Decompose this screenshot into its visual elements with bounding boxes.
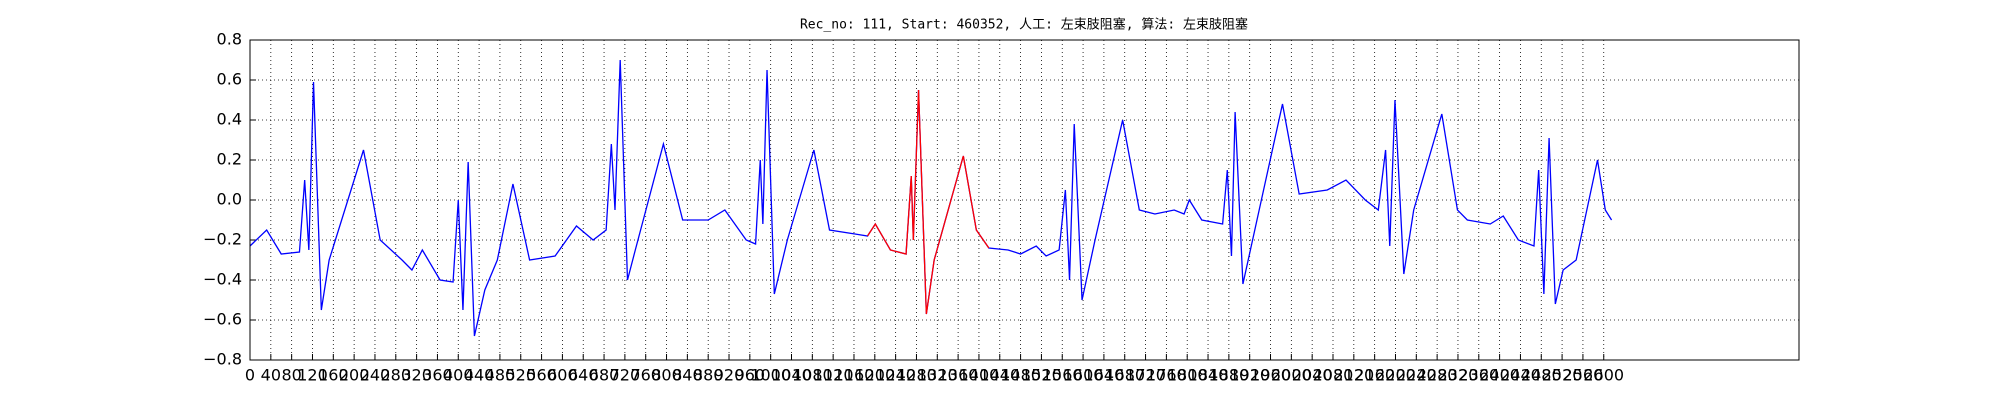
x-tick-label: 1640 xyxy=(1084,366,1125,385)
x-tick-label: 1240 xyxy=(875,366,916,385)
x-tick-label: 1880 xyxy=(1209,366,1250,385)
x-tick-label: 2600 xyxy=(1583,366,1624,385)
x-tick-label: 1480 xyxy=(1000,366,1041,385)
series-line xyxy=(866,89,990,315)
x-tick-label: 80 xyxy=(281,366,301,385)
x-tick-label: 40 xyxy=(261,366,281,385)
x-tick-label: 280 xyxy=(381,366,412,385)
x-tick-label: 1200 xyxy=(854,366,895,385)
x-tick-label: 1920 xyxy=(1229,366,1270,385)
y-tick-label: −0.8 xyxy=(203,350,242,369)
x-tick-label: 640 xyxy=(568,366,599,385)
chart-title: Rec_no: 111, Start: 460352, 人工: 左束肢阻塞, 算… xyxy=(800,17,1248,33)
x-tick-label: 1120 xyxy=(813,366,854,385)
x-tick-label: 960 xyxy=(735,366,766,385)
x-tick-label: 2520 xyxy=(1542,366,1583,385)
y-tick-label: −0.2 xyxy=(203,230,242,249)
x-tick-label: 1800 xyxy=(1167,366,1208,385)
x-tick-label: 2240 xyxy=(1396,366,1437,385)
x-tick-label: 2040 xyxy=(1292,366,1333,385)
x-tick-label: 1960 xyxy=(1250,366,1291,385)
x-tick-label: 2320 xyxy=(1438,366,1479,385)
y-tick-label: 0.8 xyxy=(217,30,242,49)
x-tick-label: 480 xyxy=(485,366,516,385)
x-tick-label: 1280 xyxy=(896,366,937,385)
x-tick-label: 240 xyxy=(360,366,391,385)
x-tick-label: 2120 xyxy=(1333,366,1374,385)
x-tick-label: 400 xyxy=(443,366,474,385)
x-tick-label: 2200 xyxy=(1375,366,1416,385)
x-tick-label: 1320 xyxy=(917,366,958,385)
x-tick-label: 1080 xyxy=(792,366,833,385)
x-tick-label: 2480 xyxy=(1521,366,1562,385)
x-tick-label: 2160 xyxy=(1354,366,1395,385)
x-tick-label: 1560 xyxy=(1042,366,1083,385)
x-tick-label: 560 xyxy=(526,366,557,385)
x-tick-label: 360 xyxy=(422,366,453,385)
x-tick-label: 720 xyxy=(610,366,641,385)
x-tick-label: 1680 xyxy=(1104,366,1145,385)
x-tick-label: 160 xyxy=(318,366,349,385)
x-tick-label: 1520 xyxy=(1021,366,1062,385)
x-tick-label: 600 xyxy=(547,366,578,385)
x-tick-label: 2560 xyxy=(1563,366,1604,385)
x-tick-label: 1440 xyxy=(979,366,1020,385)
x-tick-label: 760 xyxy=(630,366,661,385)
x-tick-label: 2400 xyxy=(1479,366,1520,385)
x-tick-label: 1040 xyxy=(771,366,812,385)
x-tick-label: 1760 xyxy=(1146,366,1187,385)
y-tick-label: −0.6 xyxy=(203,310,242,329)
x-tick-label: 2360 xyxy=(1458,366,1499,385)
series-line xyxy=(249,59,1613,337)
x-tick-label: 200 xyxy=(339,366,370,385)
x-tick-label: 2280 xyxy=(1417,366,1458,385)
y-tick-label: 0.0 xyxy=(217,190,242,209)
plot-frame xyxy=(249,39,1800,361)
x-tick-label: 680 xyxy=(589,366,620,385)
x-tick-label: 2000 xyxy=(1271,366,1312,385)
x-tick-label: 320 xyxy=(401,366,432,385)
x-tick-label: 2080 xyxy=(1313,366,1354,385)
x-tick-label: 0 xyxy=(245,366,255,385)
x-tick-label: 1360 xyxy=(938,366,979,385)
y-tick-label: −0.4 xyxy=(203,270,242,289)
y-tick-label: 0.4 xyxy=(217,110,242,129)
x-tick-label: 440 xyxy=(464,366,495,385)
x-tick-label: 1600 xyxy=(1063,366,1104,385)
x-tick-label: 2440 xyxy=(1500,366,1541,385)
y-tick-label: 0.2 xyxy=(217,150,242,169)
x-tick-label: 120 xyxy=(297,366,328,385)
x-tick-label: 840 xyxy=(672,366,703,385)
x-tick-label: 1160 xyxy=(834,366,875,385)
x-tick-label: 520 xyxy=(505,366,536,385)
x-tick-label: 800 xyxy=(651,366,682,385)
x-tick-label: 880 xyxy=(693,366,724,385)
y-tick-label: 0.6 xyxy=(217,70,242,89)
x-tick-label: 1000 xyxy=(750,366,791,385)
x-tick-label: 1400 xyxy=(959,366,1000,385)
x-tick-label: 920 xyxy=(714,366,745,385)
x-tick-label: 1840 xyxy=(1188,366,1229,385)
x-tick-label: 1720 xyxy=(1125,366,1166,385)
